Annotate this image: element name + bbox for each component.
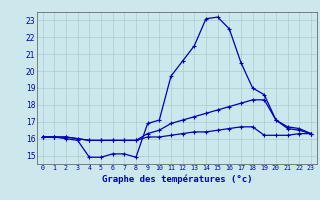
X-axis label: Graphe des températures (°c): Graphe des températures (°c) [101,174,252,184]
